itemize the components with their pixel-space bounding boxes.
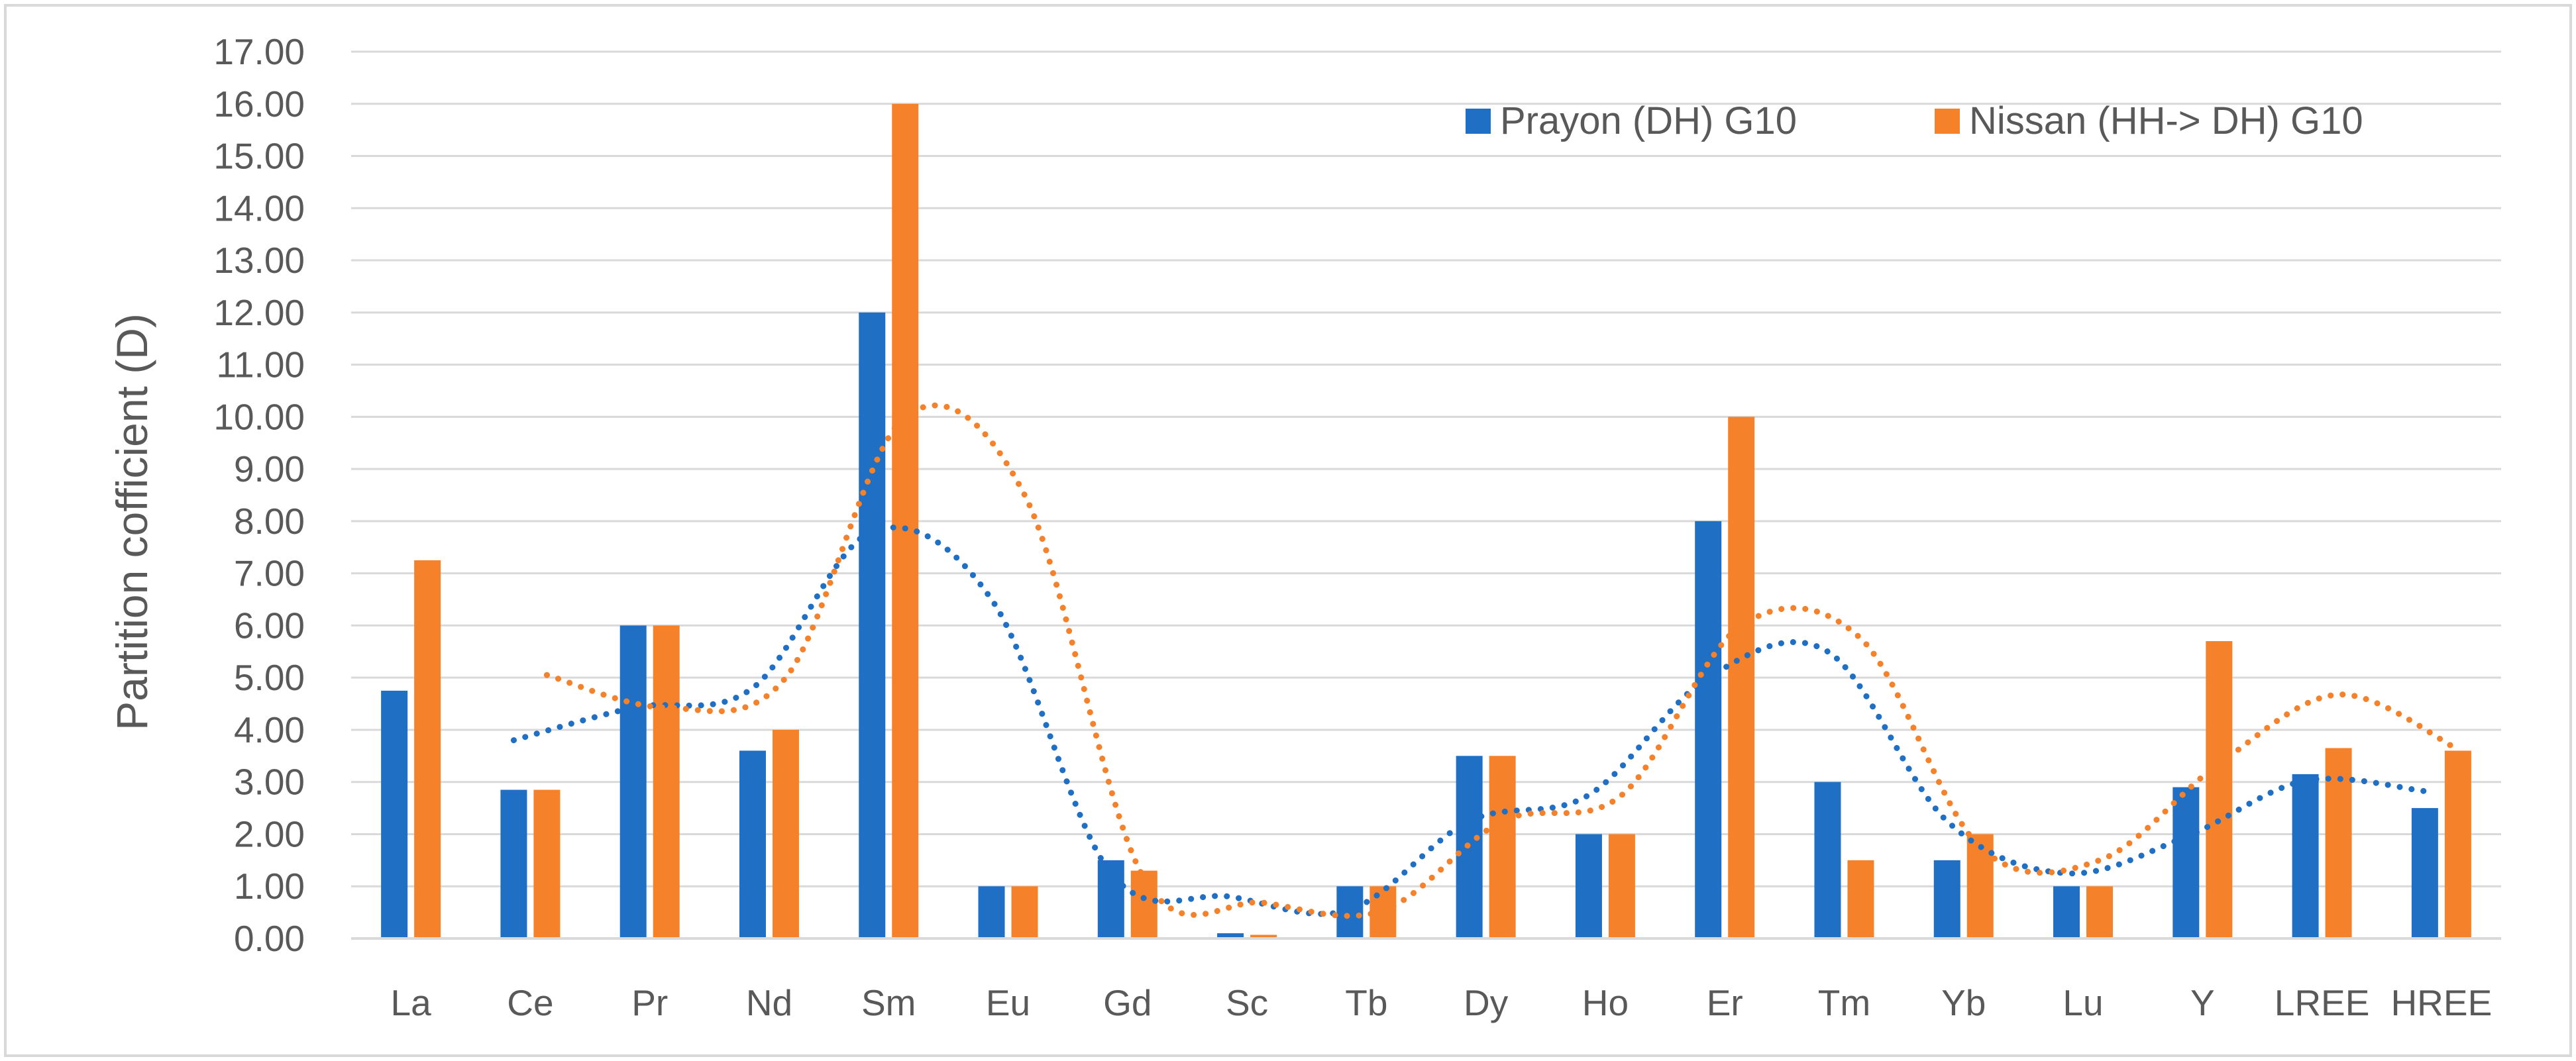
x-tick-label: La	[391, 982, 432, 1023]
legend-swatch	[1466, 109, 1491, 134]
trendline	[510, 524, 2428, 917]
legend: Prayon (DH) G10 Nissan (HH-> DH) G10	[1466, 99, 2363, 142]
x-tick-label: Ho	[1582, 982, 1629, 1023]
bar	[2206, 641, 2233, 938]
y-tick-label: 4.00	[234, 709, 305, 750]
x-tick-label: HREE	[2390, 982, 2492, 1023]
bar	[1966, 834, 1994, 938]
y-tick-label: 1.00	[234, 866, 305, 907]
x-tick-label: Sm	[861, 982, 916, 1023]
bar	[1608, 834, 1635, 938]
bar	[2444, 750, 2471, 938]
bar	[1097, 860, 1124, 938]
bar	[1933, 860, 1960, 938]
bar	[1847, 860, 1874, 938]
bar	[1011, 886, 1038, 938]
bar	[653, 625, 680, 938]
x-axis-ticks: La Ce Pr Nd Sm Eu Gd Sc Tb Dy Ho Er Tm Yb Lu Y LREE HREE	[391, 982, 2493, 1023]
bar	[859, 312, 886, 939]
bar	[619, 625, 647, 938]
bar	[1695, 521, 1722, 938]
bar	[1217, 933, 1244, 938]
x-tick-label: Nd	[746, 982, 792, 1023]
y-tick-label: 8.00	[234, 501, 305, 542]
bar	[414, 560, 441, 938]
x-tick-label: Dy	[1464, 982, 1509, 1023]
bar	[1489, 756, 1516, 938]
x-tick-label: Sc	[1226, 982, 1268, 1023]
bar	[1575, 834, 1602, 938]
y-tick-label: 14.00	[213, 187, 305, 228]
y-tick-label: 0.00	[234, 918, 305, 959]
x-tick-label: Y	[2190, 982, 2215, 1023]
y-tick-label: 16.00	[213, 83, 305, 125]
bar	[772, 729, 799, 938]
bar	[533, 789, 561, 938]
x-tick-label: Lu	[2063, 982, 2103, 1023]
legend-label: Prayon (DH) G10	[1500, 99, 1797, 142]
bar	[2173, 787, 2200, 938]
legend-label: Nissan (HH-> DH) G10	[1969, 99, 2363, 142]
x-tick-label: Tb	[1345, 982, 1387, 1023]
bar	[1250, 935, 1277, 938]
x-tick-label: Tm	[1818, 982, 1870, 1023]
y-tick-label: 10.00	[213, 396, 305, 437]
bars	[381, 103, 2471, 939]
x-tick-label: Gd	[1103, 982, 1152, 1023]
y-tick-label: 12.00	[213, 292, 305, 333]
bar	[978, 886, 1005, 938]
y-tick-label: 13.00	[213, 240, 305, 281]
y-axis-ticks: 0.00 1.00 2.00 3.00 4.00 5.00 6.00 7.00 8.00 9.00…	[213, 31, 305, 959]
y-tick-label: 6.00	[234, 605, 305, 646]
bar	[1336, 886, 1364, 938]
bar	[892, 103, 919, 939]
bar	[2292, 774, 2319, 938]
legend-swatch	[1935, 109, 1960, 134]
bar	[2086, 886, 2114, 938]
y-tick-label: 3.00	[234, 762, 305, 803]
x-tick-label: Ce	[507, 982, 553, 1023]
x-tick-label: Er	[1707, 982, 1743, 1023]
y-tick-label: 17.00	[213, 31, 305, 72]
bar	[1814, 782, 1841, 938]
y-tick-label: 2.00	[234, 813, 305, 854]
bar	[2053, 886, 2080, 938]
y-tick-label: 7.00	[234, 553, 305, 594]
bar	[2411, 808, 2438, 938]
bar	[1130, 870, 1157, 938]
y-axis-title: Partition cofficient (D)	[107, 313, 156, 731]
bar	[1728, 417, 1755, 938]
y-tick-label: 15.00	[213, 136, 305, 177]
trendlines	[510, 402, 2461, 919]
gridlines	[351, 50, 2501, 887]
y-tick-label: 9.00	[234, 448, 305, 489]
bar	[500, 789, 527, 938]
y-tick-label: 11.00	[216, 344, 305, 385]
x-tick-label: Yb	[1941, 982, 1986, 1023]
x-tick-label: Eu	[986, 982, 1030, 1023]
y-tick-label: 5.00	[234, 657, 305, 698]
x-tick-label: LREE	[2275, 982, 2370, 1023]
bar	[381, 690, 408, 938]
bar	[739, 750, 766, 938]
x-tick-label: Pr	[631, 982, 668, 1023]
